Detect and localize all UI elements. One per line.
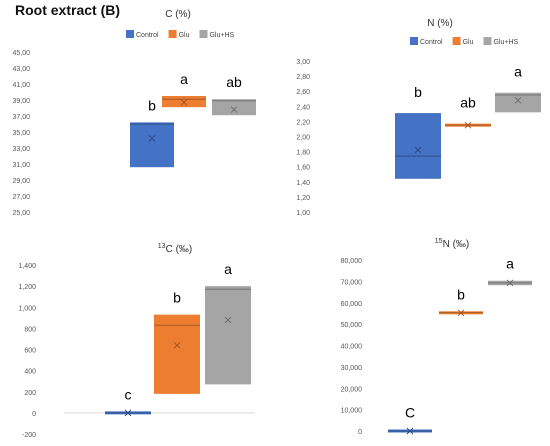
legend-label: Glu+HS <box>493 39 518 46</box>
mean-marker <box>457 309 465 317</box>
chart-title: 15N (‰) <box>435 238 469 250</box>
legend-label: Glu <box>179 32 190 39</box>
chart-title-superscript: 15 <box>435 238 443 245</box>
y-tick-label: 0 <box>32 411 36 418</box>
y-tick-label: 2,00 <box>296 135 310 142</box>
mean-marker <box>406 427 414 435</box>
mean-marker <box>514 96 522 104</box>
legend-label: Control <box>420 39 443 46</box>
box-glu-hs <box>495 92 541 113</box>
significance-letter: a <box>506 256 514 272</box>
y-tick-label: -200 <box>22 432 36 439</box>
y-tick-label: 2,20 <box>296 119 310 126</box>
significance-letter: b <box>148 97 156 113</box>
mean-marker <box>124 409 132 417</box>
y-tick-label: 1,80 <box>296 150 310 157</box>
figure-title: Root extract (B) <box>15 2 121 18</box>
y-tick-label: 600 <box>24 348 36 355</box>
significance-letter: b <box>457 286 465 302</box>
legend-swatch <box>199 30 208 38</box>
y-tick-label: 400 <box>24 369 36 376</box>
significance-letter: ab <box>460 95 476 111</box>
legend-label: Glu+HS <box>209 32 234 39</box>
y-tick-label: 27,00 <box>12 194 30 201</box>
mean-marker <box>414 146 422 154</box>
chart-title-text: C (‰) <box>166 244 193 255</box>
y-tick-label: 800 <box>24 326 36 333</box>
mean-marker <box>230 106 238 113</box>
box-glu <box>162 96 206 108</box>
y-tick-label: 39,00 <box>12 98 30 105</box>
mean-marker <box>506 279 514 287</box>
y-tick-label: 20,000 <box>341 386 363 393</box>
significance-letter: ab <box>226 74 242 90</box>
legend-label: Glu <box>463 39 474 46</box>
mean-marker <box>148 135 156 142</box>
box-glu-hs <box>205 286 251 385</box>
y-tick-label: 35,00 <box>12 130 30 137</box>
chart-title-text: N (‰) <box>443 239 470 250</box>
chart-title: N (%) <box>427 18 453 29</box>
y-tick-label: 1,000 <box>18 305 36 312</box>
y-tick-label: 1,60 <box>296 165 310 172</box>
y-tick-label: 2,80 <box>296 74 310 81</box>
y-tick-label: 31,00 <box>12 162 30 169</box>
box-control <box>395 113 441 179</box>
y-tick-label: 45,00 <box>12 50 30 57</box>
legend-label: Control <box>136 32 159 39</box>
significance-letter: a <box>180 71 188 87</box>
y-tick-label: 3,00 <box>296 59 310 66</box>
y-tick-label: 1,200 <box>18 284 36 291</box>
y-tick-label: 50,000 <box>341 322 363 329</box>
y-tick-label: 33,00 <box>12 146 30 153</box>
y-tick-label: 25,00 <box>12 210 30 217</box>
legend-swatch <box>168 30 177 38</box>
legend-swatch <box>452 37 461 45</box>
significance-letter: b <box>173 290 181 306</box>
y-tick-label: 29,00 <box>12 178 30 185</box>
y-tick-label: 80,000 <box>341 258 363 265</box>
legend-swatch <box>410 37 418 45</box>
mean-marker <box>173 341 181 349</box>
significance-letter: c <box>125 386 132 402</box>
legend-swatch <box>126 30 134 38</box>
y-tick-label: 70,000 <box>341 279 363 286</box>
box-glu <box>154 314 200 394</box>
y-tick-label: 40,000 <box>341 344 363 351</box>
y-tick-label: 30,000 <box>341 365 363 372</box>
y-tick-label: 10,000 <box>341 408 363 415</box>
y-tick-label: 1,400 <box>18 263 36 270</box>
mean-marker <box>180 99 188 106</box>
box-control <box>130 122 174 168</box>
y-tick-label: 1,20 <box>296 195 310 202</box>
y-tick-label: 60,000 <box>341 301 363 308</box>
y-tick-label: 1,00 <box>296 210 310 217</box>
chart-title: 13C (‰) <box>158 243 192 255</box>
chart-title-superscript: 13 <box>158 243 166 250</box>
y-tick-label: 0 <box>358 429 362 436</box>
significance-letter: C <box>405 405 415 421</box>
significance-letter: b <box>414 84 422 100</box>
y-tick-label: 1,40 <box>296 180 310 187</box>
significance-letter: a <box>514 64 522 80</box>
y-tick-label: 200 <box>24 390 36 397</box>
y-tick-label: 43,00 <box>12 66 30 73</box>
chart-title: C (%) <box>165 9 191 20</box>
y-tick-label: 41,00 <box>12 82 30 89</box>
y-tick-label: 37,00 <box>12 114 30 121</box>
legend-swatch <box>483 37 492 45</box>
box-glu-hs <box>212 99 256 116</box>
y-tick-label: 2,40 <box>296 104 310 111</box>
significance-letter: a <box>224 261 232 277</box>
mean-marker <box>224 316 232 324</box>
y-tick-label: 2,60 <box>296 89 310 96</box>
mean-marker <box>464 121 472 129</box>
